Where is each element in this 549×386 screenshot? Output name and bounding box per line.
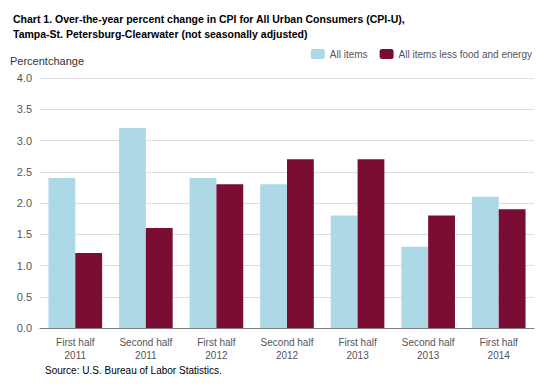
svg-text:3.0: 3.0 xyxy=(17,135,32,147)
svg-text:2.0: 2.0 xyxy=(17,197,32,209)
svg-text:2013: 2013 xyxy=(417,350,440,361)
svg-text:First half: First half xyxy=(197,337,236,348)
svg-text:All items less food and energy: All items less food and energy xyxy=(399,49,532,60)
svg-text:Tampa-St. Petersburg-Clearwate: Tampa-St. Petersburg-Clearwater (not sea… xyxy=(13,28,307,40)
svg-text:0.0: 0.0 xyxy=(17,322,32,334)
svg-text:1.0: 1.0 xyxy=(17,260,32,272)
svg-text:First half: First half xyxy=(56,337,95,348)
svg-text:First half: First half xyxy=(338,337,377,348)
svg-text:2011: 2011 xyxy=(65,350,87,361)
svg-text:All items: All items xyxy=(330,49,368,60)
svg-text:4.0: 4.0 xyxy=(17,72,32,84)
svg-text:Second half: Second half xyxy=(261,337,314,348)
svg-text:First half: First half xyxy=(480,337,519,348)
svg-text:Source: U.S. Bureau of Labor S: Source: U.S. Bureau of Labor Statistics. xyxy=(45,365,222,376)
svg-text:Percentchange: Percentchange xyxy=(10,55,84,67)
svg-text:3.5: 3.5 xyxy=(17,103,32,115)
svg-text:1.5: 1.5 xyxy=(17,228,32,240)
svg-text:2012: 2012 xyxy=(205,350,228,361)
svg-text:2.5: 2.5 xyxy=(17,166,32,178)
svg-text:2014: 2014 xyxy=(488,350,511,361)
svg-text:Second half: Second half xyxy=(402,337,455,348)
svg-text:Chart 1. Over-the-year percent: Chart 1. Over-the-year percent change in… xyxy=(13,13,405,25)
svg-text:2011: 2011 xyxy=(135,350,157,361)
svg-text:2013: 2013 xyxy=(346,350,369,361)
svg-text:Second half: Second half xyxy=(119,337,172,348)
svg-text:0.5: 0.5 xyxy=(17,291,32,303)
svg-text:2012: 2012 xyxy=(276,350,299,361)
